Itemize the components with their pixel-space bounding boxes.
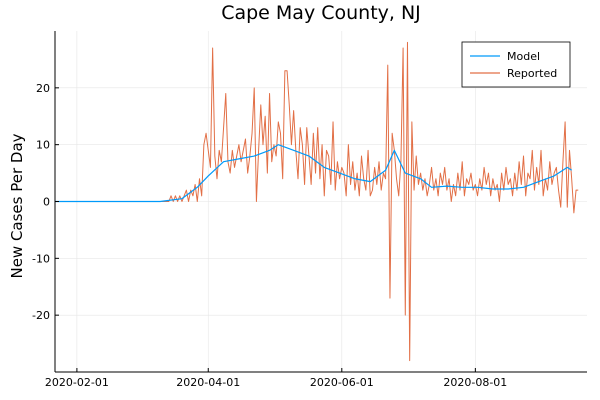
series-line-model [55, 144, 572, 203]
x-tick-label: 2020-02-01 [45, 376, 109, 389]
y-axis-label: New Cases Per Day [8, 133, 26, 278]
tick-labels: -20 -10 0 10 20 2020-02-01 2020-04-01 2020-06-0… [32, 82, 507, 389]
series-lines [55, 41, 579, 362]
legend: Model Reported [461, 41, 571, 88]
y-tick-label: -10 [32, 252, 50, 265]
x-tick-label: 2020-08-01 [443, 376, 507, 389]
y-tick-label: -20 [32, 309, 50, 322]
chart-title: Cape May County, NJ [221, 2, 421, 24]
y-tick-label: 10 [36, 139, 50, 152]
legend-box [461, 41, 571, 88]
legend-label-model: Model [507, 50, 540, 63]
y-tick-label: 20 [36, 82, 50, 95]
series-line-reported [55, 41, 579, 362]
y-tick-label: 0 [43, 196, 50, 209]
legend-label-reported: Reported [507, 67, 557, 80]
x-tick-label: 2020-06-01 [310, 376, 374, 389]
axes [54, 31, 587, 373]
x-tick-label: 2020-04-01 [176, 376, 240, 389]
